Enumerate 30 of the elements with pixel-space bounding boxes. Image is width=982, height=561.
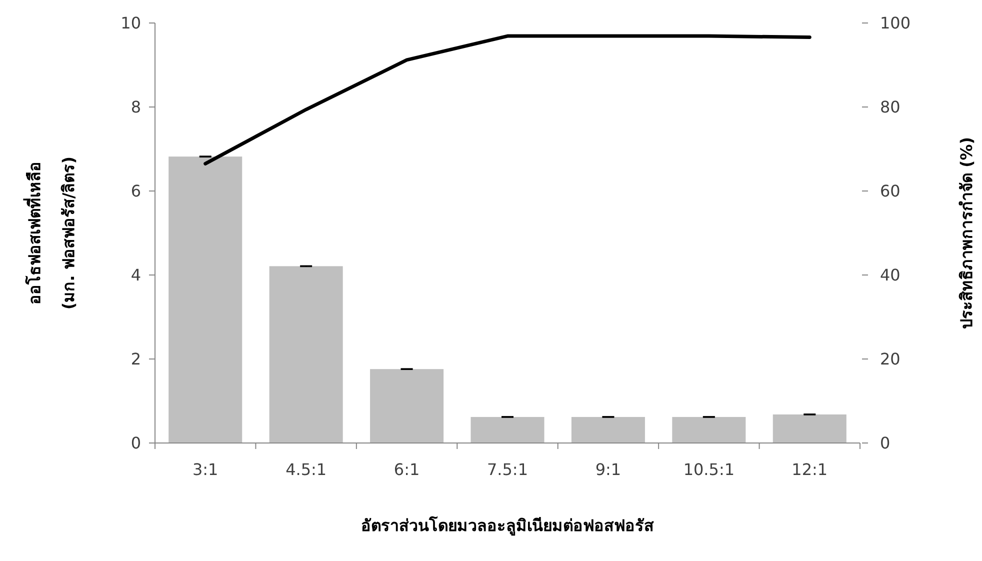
bar — [470, 416, 544, 443]
x-tick-label: 6:1 — [394, 460, 420, 479]
bar — [772, 414, 846, 443]
x-tick-label: 12:1 — [792, 460, 828, 479]
y-tick-label: 4 — [130, 266, 141, 285]
y2-tick-label: 0 — [880, 434, 890, 453]
y2-tick-label: 20 — [880, 350, 900, 369]
line-series — [204, 34, 812, 166]
bar — [269, 266, 343, 443]
x-tick-label: 9:1 — [595, 460, 622, 479]
y2-tick-label: 60 — [880, 182, 900, 201]
x-tick-label: 4.5:1 — [286, 460, 327, 479]
x-axis-title: อัตราส่วนโดยมวลอะลูมิเนียมต่อฟอสฟอรัส — [361, 515, 654, 537]
y2-tick-label: 100 — [880, 14, 911, 33]
x-tick-label: 10.5:1 — [683, 460, 735, 479]
y2-tick-label: 40 — [880, 266, 900, 285]
y-tick-label: 2 — [130, 350, 141, 369]
bar — [571, 416, 645, 443]
y-tick-label: 10 — [120, 14, 141, 33]
y-tick-label: 8 — [130, 98, 141, 117]
y2-tick-label: 80 — [880, 98, 900, 117]
bar — [370, 369, 444, 443]
bar — [672, 416, 746, 443]
x-tick-label: 3:1 — [192, 460, 218, 479]
y-axis-title: ออโธฟอสเฟตที่เหลือ (มก. ฟอสฟอรัส/ลิตร) — [23, 156, 78, 310]
bar — [168, 156, 242, 443]
y2-axis-title: ประสิทธิภาพการกำจัด (%) — [957, 136, 976, 330]
x-tick-label: 7.5:1 — [486, 460, 528, 479]
y-tick-label: 0 — [130, 434, 141, 453]
y-tick-label: 6 — [130, 182, 141, 201]
